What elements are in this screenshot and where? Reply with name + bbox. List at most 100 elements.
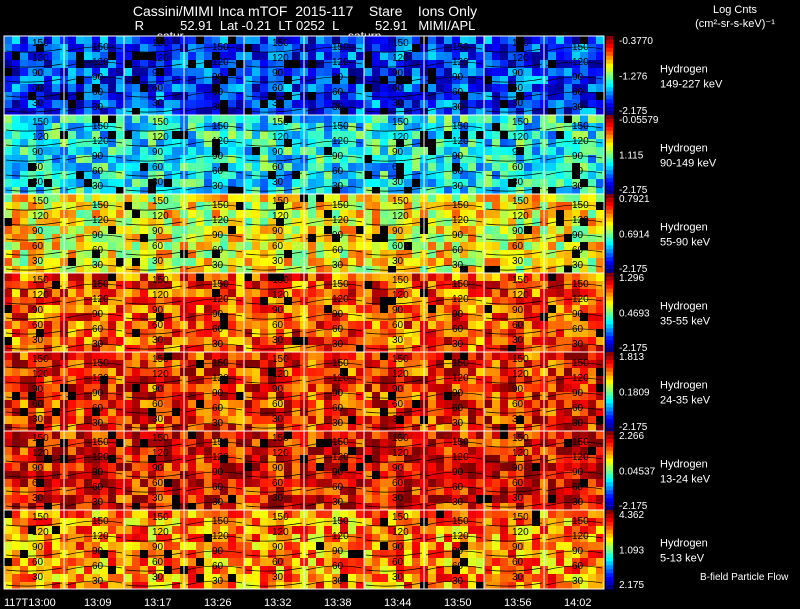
pitch-contour-line xyxy=(545,422,603,428)
heatmap-cell xyxy=(100,368,108,376)
heatmap-cell xyxy=(524,234,532,242)
heatmap-cell xyxy=(380,408,388,416)
heatmap-cell xyxy=(308,273,316,281)
heatmap-cell xyxy=(276,258,284,266)
heatmap-cell xyxy=(148,329,156,337)
heatmap-cell xyxy=(276,60,284,68)
heatmap-cell xyxy=(284,368,292,376)
angle-tick-label: 90 xyxy=(512,305,524,316)
heatmap-cell xyxy=(460,471,468,479)
heatmap-cell xyxy=(508,321,516,329)
heatmap-cell xyxy=(28,202,36,210)
heatmap-cell xyxy=(348,337,356,345)
pitch-contour-line xyxy=(245,93,303,98)
heatmap-cell xyxy=(236,424,244,431)
heatmap-cell xyxy=(140,194,148,202)
heatmap-cell xyxy=(564,305,572,313)
heatmap-cell xyxy=(260,439,268,447)
heatmap-cell xyxy=(276,92,284,100)
heatmap-cell xyxy=(548,76,556,84)
heatmap-cell xyxy=(188,139,196,147)
heatmap-cell xyxy=(516,92,524,100)
heatmap-cell xyxy=(548,218,556,226)
heatmap-cell xyxy=(148,147,156,155)
heatmap-cell xyxy=(580,424,588,431)
heatmap-cell xyxy=(116,471,124,479)
heatmap-cell xyxy=(316,487,324,495)
heatmap-cell xyxy=(164,400,172,408)
heatmap-cell xyxy=(460,392,468,400)
heatmap-cell xyxy=(284,352,292,360)
pitch-contour-line xyxy=(5,379,63,384)
heatmap-cell xyxy=(348,273,356,281)
pitch-contour-line xyxy=(245,48,303,53)
heatmap-cell xyxy=(276,155,284,163)
heatmap-cell xyxy=(44,44,52,52)
heatmap-cell xyxy=(68,84,76,92)
heatmap-cell xyxy=(196,179,204,187)
heatmap-cell xyxy=(588,376,596,384)
heatmap-cell xyxy=(20,384,28,392)
heatmap-cell xyxy=(372,281,380,289)
heatmap-cell xyxy=(92,337,100,345)
heatmap-cell xyxy=(204,92,212,100)
heatmap-cell xyxy=(108,226,116,234)
heatmap-cell xyxy=(44,187,52,194)
heatmap-cell xyxy=(436,226,444,234)
heatmap-cell xyxy=(196,471,204,479)
colorbar-segment xyxy=(606,359,613,365)
heatmap-cell xyxy=(348,439,356,447)
pitch-contour-line xyxy=(5,48,63,53)
heatmap-cell xyxy=(532,84,540,92)
heatmap-cell xyxy=(476,384,484,392)
heatmap-cell xyxy=(204,234,212,242)
heatmap-cell xyxy=(428,313,436,321)
heatmap-cell xyxy=(36,84,44,92)
heatmap-cell xyxy=(308,281,316,289)
heatmap-cell xyxy=(340,155,348,163)
heatmap-cell xyxy=(348,329,356,337)
heatmap-cell xyxy=(92,376,100,384)
heatmap-cell xyxy=(252,439,260,447)
pitch-contour-line xyxy=(185,422,243,428)
heatmap-cell xyxy=(500,84,508,92)
heatmap-cell xyxy=(244,115,252,123)
heatmap-cell xyxy=(276,163,284,171)
heatmap-cell xyxy=(36,194,44,202)
heatmap-cell xyxy=(364,281,372,289)
heatmap-cell xyxy=(532,273,540,281)
heatmap-cell xyxy=(388,210,396,218)
heatmap-cell xyxy=(4,471,12,479)
heatmap-cell xyxy=(236,281,244,289)
heatmap-cell xyxy=(388,455,396,463)
heatmap-cell xyxy=(284,360,292,368)
heatmap-cell xyxy=(276,384,284,392)
angle-tick-label: 120 xyxy=(392,290,409,301)
heatmap-cell xyxy=(532,36,540,44)
heatmap-cell xyxy=(20,147,28,155)
heatmap-cell xyxy=(332,187,340,194)
heatmap-cell xyxy=(92,68,100,76)
heatmap-cell xyxy=(172,487,180,495)
heatmap-cell xyxy=(508,305,516,313)
heatmap-cell xyxy=(388,439,396,447)
heatmap-cell xyxy=(500,123,508,131)
heatmap-cell xyxy=(404,424,412,431)
heatmap-cell xyxy=(316,416,324,424)
heatmap-cell xyxy=(148,115,156,123)
heatmap-cell xyxy=(220,297,228,305)
heatmap-cell xyxy=(572,455,580,463)
heatmap-cell xyxy=(236,273,244,281)
heatmap-cell xyxy=(260,36,268,44)
heatmap-cell xyxy=(460,147,468,155)
pitch-contour-line xyxy=(425,46,483,52)
heatmap-cell xyxy=(92,297,100,305)
pitch-contour-line xyxy=(65,140,123,146)
heatmap-cell xyxy=(564,431,572,439)
heatmap-cell xyxy=(468,376,476,384)
heatmap-cell xyxy=(572,352,580,360)
heatmap-cell xyxy=(524,266,532,273)
heatmap-cell xyxy=(332,313,340,321)
heatmap-cell xyxy=(52,108,60,115)
heatmap-cell xyxy=(196,297,204,305)
